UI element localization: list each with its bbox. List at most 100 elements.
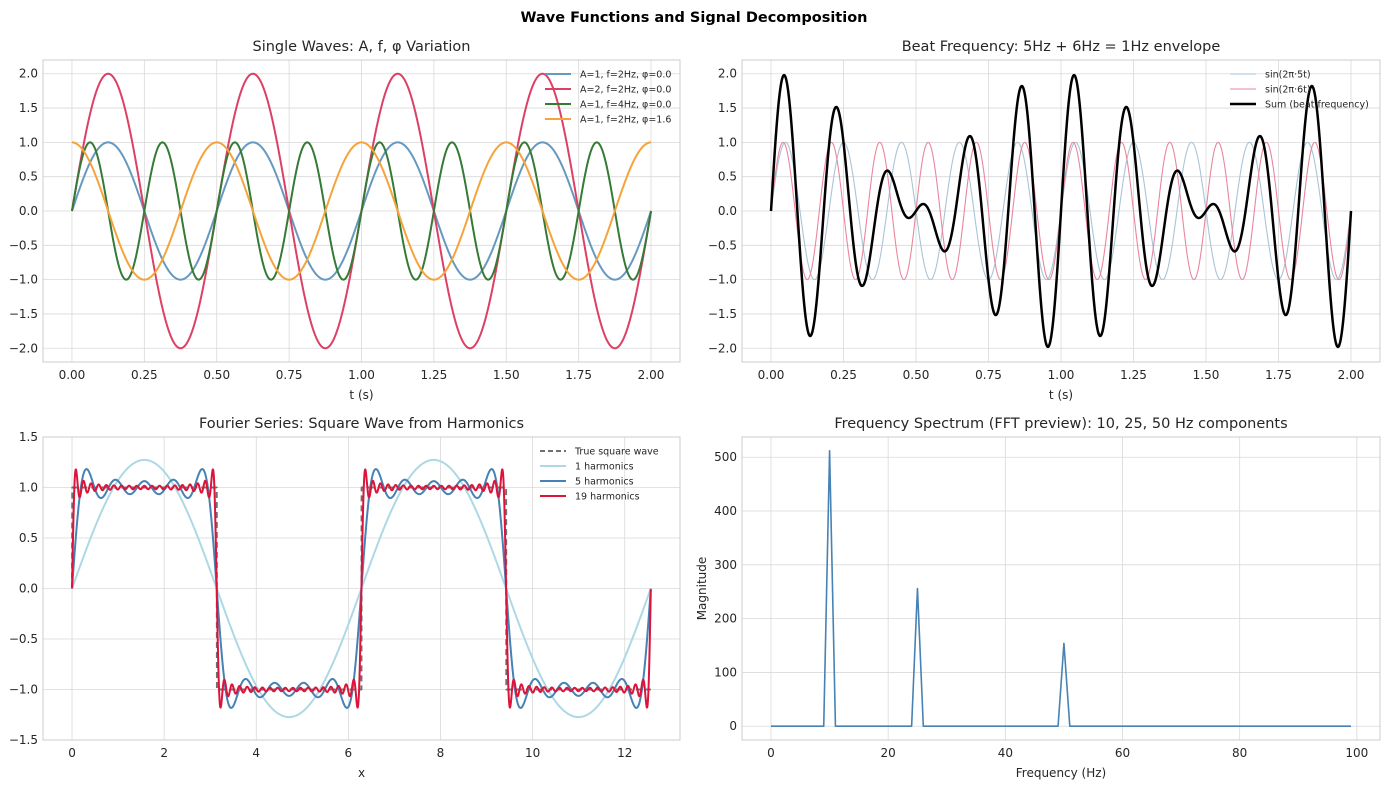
- x-tick-label: 100: [1345, 746, 1368, 760]
- x-tick-label: 1.25: [421, 368, 448, 382]
- y-tick-label: −2.0: [9, 341, 38, 355]
- y-tick-label: 1.5: [19, 101, 38, 115]
- x-tick-label: 0.75: [276, 368, 303, 382]
- legend-entry: sin(2π·5t): [1265, 70, 1311, 81]
- y-tick-label: −1.5: [9, 307, 38, 321]
- x-tick-label: 10: [525, 746, 540, 760]
- y-tick-label: 0.5: [19, 531, 38, 545]
- y-tick-label: 500: [714, 450, 737, 464]
- y-tick-label: 0: [729, 719, 737, 733]
- y-tick-label: −1.5: [708, 307, 737, 321]
- y-tick-label: 0.0: [718, 204, 737, 218]
- legend-entry: A=1, f=2Hz, φ=0.0: [580, 70, 671, 81]
- x-tick-label: 0: [767, 746, 775, 760]
- legend-entry: 19 harmonics: [575, 492, 640, 503]
- series-line-3: [71, 141, 652, 281]
- x-tick-label: 1.50: [493, 368, 520, 382]
- y-tick-label: 1.5: [19, 430, 38, 444]
- x-tick-label: 2: [160, 746, 168, 760]
- y-tick-label: −1.0: [9, 273, 38, 287]
- y-tick-label: 1.0: [718, 135, 737, 149]
- x-axis-label: x: [358, 766, 365, 780]
- legend: sin(2π·5t) sin(2π·6t) Sum (beat frequency): [1230, 70, 1369, 111]
- x-tick-label: 40: [998, 746, 1013, 760]
- series-line-2: [769, 73, 1353, 349]
- panel-title: Frequency Spectrum (FFT preview): 10, 25…: [834, 416, 1287, 432]
- x-tick-label: 1.50: [1193, 368, 1220, 382]
- plot-frame: [42, 59, 681, 363]
- legend-entry: A=1, f=4Hz, φ=0.0: [580, 100, 671, 111]
- y-tick-label: 100: [714, 665, 737, 679]
- x-tick-label: 0.25: [830, 368, 857, 382]
- y-tick-label: −2.0: [708, 341, 737, 355]
- legend-entry: True square wave: [574, 447, 659, 458]
- x-tick-label: 0.00: [59, 368, 86, 382]
- x-tick-label: 2.00: [638, 368, 665, 382]
- x-tick-label: 20: [881, 746, 896, 760]
- series-line-0: [71, 486, 652, 691]
- x-tick-label: 12: [617, 746, 632, 760]
- series-line-0: [771, 449, 1351, 728]
- x-tick-label: 0.25: [131, 368, 158, 382]
- y-tick-label: −1.5: [9, 733, 38, 747]
- x-tick-label: 8: [437, 746, 445, 760]
- x-tick-label: 4: [252, 746, 260, 760]
- y-tick-label: 1.0: [19, 481, 38, 495]
- legend-entry: 5 harmonics: [575, 477, 634, 488]
- x-tick-label: 0.75: [975, 368, 1002, 382]
- x-tick-label: 0.50: [203, 368, 230, 382]
- series-line-3: [71, 468, 652, 709]
- plot-frame: [741, 436, 1381, 741]
- x-tick-label: 0.50: [903, 368, 930, 382]
- x-tick-label: 1.00: [348, 368, 375, 382]
- y-tick-label: 2.0: [19, 67, 38, 81]
- y-tick-label: −0.5: [9, 632, 38, 646]
- series-line-2: [70, 141, 653, 281]
- legend: True square wave 1 harmonics 5 harmonics 19…: [540, 447, 659, 503]
- x-tick-label: 1.75: [565, 368, 592, 382]
- plot-frame: [42, 436, 681, 741]
- legend-entry: sin(2π·6t): [1265, 85, 1311, 96]
- y-tick-label: 0.0: [19, 204, 38, 218]
- x-tick-label: 6: [345, 746, 353, 760]
- legend-entry: A=1, f=2Hz, φ=1.6: [580, 115, 671, 126]
- plot-frame: [741, 59, 1381, 363]
- x-axis-label: Frequency (Hz): [1016, 766, 1107, 780]
- y-tick-label: 400: [714, 504, 737, 518]
- x-tick-label: 1.75: [1265, 368, 1292, 382]
- x-axis-label: t (s): [1049, 388, 1073, 402]
- subplot-frequency_spectrum: 0 20 40 60 80 100 0 100 200 300 400 500 Frequency Sp…: [695, 416, 1381, 780]
- panel-title: Single Waves: A, f, φ Variation: [253, 39, 471, 55]
- subplot-beat_frequency: 0.00 0.25 0.50 0.75 1.00 1.25 1.50 1.75 2.00 −2.0…: [708, 39, 1381, 402]
- y-tick-label: 0.5: [718, 170, 737, 184]
- subplot-single_waves: 0.00 0.25 0.50 0.75 1.00 1.25 1.50 1.75 2.00 −2.0…: [9, 39, 681, 402]
- x-tick-label: 0: [68, 746, 76, 760]
- figure-suptitle: Wave Functions and Signal Decomposition: [520, 10, 867, 26]
- y-tick-label: 0.0: [19, 582, 38, 596]
- x-tick-label: 0.00: [758, 368, 785, 382]
- panel-title: Beat Frequency: 5Hz + 6Hz = 1Hz envelope: [902, 39, 1221, 55]
- x-tick-label: 60: [1115, 746, 1130, 760]
- y-tick-label: −1.0: [9, 683, 38, 697]
- x-tick-label: 1.25: [1120, 368, 1147, 382]
- y-tick-label: 300: [714, 558, 737, 572]
- subplot-fourier_series: 0 2 4 6 8 10 12 −1.5 −1.0 −0.5 0.0 0.5 1.0 1.5 Fourier…: [9, 416, 681, 780]
- x-tick-label: 1.00: [1048, 368, 1075, 382]
- y-tick-label: 2.0: [718, 67, 737, 81]
- y-tick-label: 200: [714, 612, 737, 626]
- y-tick-label: 0.5: [19, 170, 38, 184]
- panel-title: Fourier Series: Square Wave from Harmoni…: [199, 416, 524, 432]
- legend: A=1, f=2Hz, φ=0.0 A=2, f=2Hz, φ=0.0 A=1, f…: [545, 70, 671, 126]
- y-axis-label: Magnitude: [695, 557, 709, 621]
- x-axis-label: t (s): [349, 388, 373, 402]
- y-tick-label: 1.5: [718, 101, 737, 115]
- legend-entry: A=2, f=2Hz, φ=0.0: [580, 85, 671, 96]
- y-tick-label: −0.5: [9, 238, 38, 252]
- x-tick-label: 80: [1232, 746, 1247, 760]
- legend-entry: 1 harmonics: [575, 462, 634, 473]
- subplots-container: 0.00 0.25 0.50 0.75 1.00 1.25 1.50 1.75 2.00−2.0…: [9, 39, 1381, 780]
- y-tick-label: −1.0: [708, 273, 737, 287]
- x-tick-label: 2.00: [1338, 368, 1365, 382]
- legend-entry: Sum (beat frequency): [1265, 100, 1369, 111]
